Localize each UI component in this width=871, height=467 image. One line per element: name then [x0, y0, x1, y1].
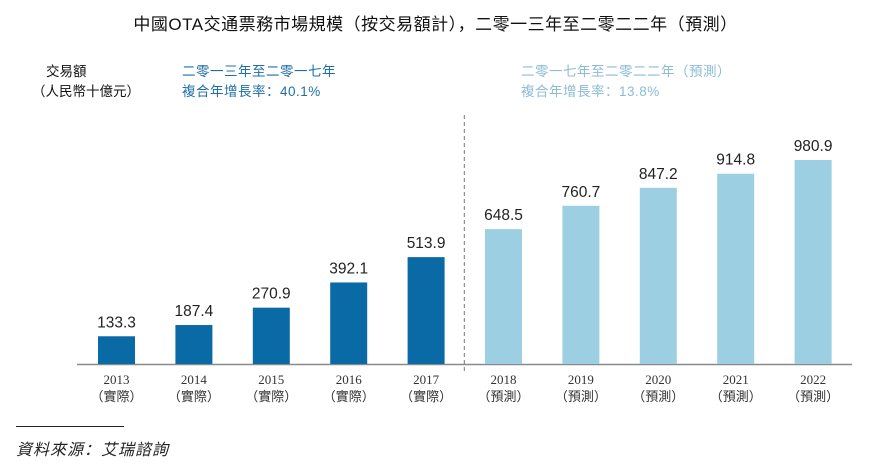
data-label-2022: 980.9: [794, 138, 833, 155]
data-label-2019: 760.7: [562, 184, 601, 201]
bar-2019: [562, 205, 600, 364]
cagr-period-forecast: 二零一七年至二零二二年（預測）: [521, 64, 731, 79]
source-divider: [16, 426, 124, 427]
x-tick-label-2015: 2015: [258, 372, 284, 387]
data-label-2013: 133.3: [97, 314, 136, 331]
x-tick-label-2022: 2022: [800, 372, 826, 387]
y-axis-label-line2: （人民幣十億元）: [32, 84, 140, 99]
data-label-2015: 270.9: [252, 286, 291, 303]
data-label-2014: 187.4: [175, 303, 214, 320]
x-tick-note-2013: （實際）: [90, 389, 142, 405]
bar-2014: [175, 325, 213, 364]
cagr-value-actual: 複合年增長率：40.1%: [182, 84, 321, 99]
x-tick-note-2017: （實際）: [400, 389, 452, 405]
x-tick-label-2021: 2021: [723, 372, 749, 387]
y-axis-label: 交易額 （人民幣十億元）: [32, 62, 140, 102]
data-label-2018: 648.5: [484, 207, 523, 224]
bar-2015: [252, 307, 290, 364]
x-tick-note-2015: （實際）: [245, 389, 297, 405]
x-tick-label-2013: 2013: [104, 372, 130, 387]
bar-2022: [794, 160, 832, 364]
bar-2016: [330, 282, 368, 364]
bar-2018: [485, 229, 522, 364]
x-tick-label-2016: 2016: [336, 372, 363, 387]
x-tick-note-2020: （預測）: [632, 390, 684, 405]
data-label-2017: 513.9: [407, 235, 446, 252]
y-axis-label-line1: 交易額: [46, 64, 87, 79]
chart-title: 中國OTA交通票務市場規模（按交易額計），二零一三年至二零二二年（預測）: [133, 15, 738, 34]
x-tick-label-2018: 2018: [491, 372, 517, 387]
x-tick-note-2018: （預測）: [477, 390, 529, 405]
cagr-value-forecast: 複合年增長率：13.8%: [521, 84, 660, 99]
cagr-period-actual: 二零一三年至二零一七年: [182, 64, 336, 79]
bar-2017: [407, 257, 445, 364]
x-tick-label-2020: 2020: [645, 372, 671, 387]
bar-2020: [639, 187, 677, 364]
bar-2013: [98, 336, 135, 364]
x-tick-label-2019: 2019: [568, 372, 594, 387]
data-label-2016: 392.1: [329, 260, 368, 277]
bar-2021: [717, 173, 755, 364]
x-tick-label-2017: 2017: [413, 372, 440, 387]
x-tick-label-2014: 2014: [181, 372, 208, 387]
source-note: 資料來源：艾瑞諮詢: [16, 440, 170, 459]
data-label-2021: 914.8: [716, 152, 755, 169]
x-tick-note-2021: （預測）: [710, 390, 762, 405]
cagr-annotation-actual: 二零一三年至二零一七年 複合年增長率：40.1%: [182, 62, 336, 102]
x-tick-note-2014: （實際）: [168, 389, 220, 405]
x-tick-note-2016: （實際）: [323, 389, 375, 405]
data-label-2020: 847.2: [639, 166, 678, 183]
cagr-annotation-forecast: 二零一七年至二零二二年（預測） 複合年增長率：13.8%: [521, 62, 731, 102]
x-tick-note-2019: （預測）: [555, 390, 607, 405]
x-tick-note-2022: （預測）: [787, 390, 839, 405]
